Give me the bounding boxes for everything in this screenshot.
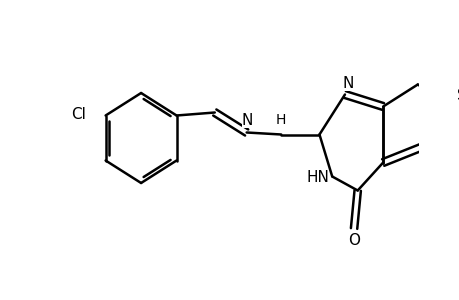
Text: N: N: [341, 76, 353, 91]
Text: HN: HN: [306, 170, 328, 185]
Text: O: O: [347, 233, 359, 248]
Text: Cl: Cl: [71, 107, 85, 122]
Text: S: S: [456, 88, 459, 103]
Text: N: N: [241, 113, 253, 128]
Text: H: H: [275, 113, 286, 128]
